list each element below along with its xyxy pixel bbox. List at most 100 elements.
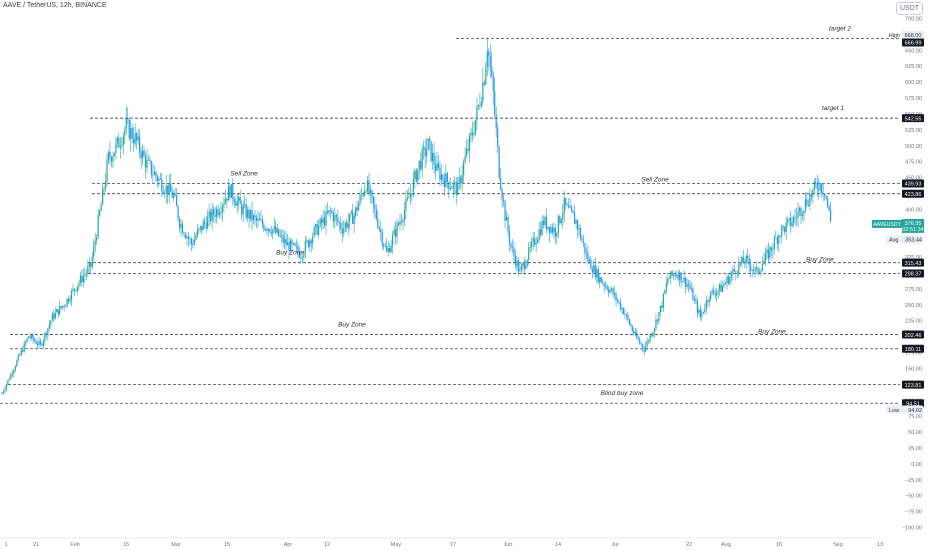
candle-body: [647, 340, 650, 342]
candle-body: [331, 210, 333, 214]
candle-body: [53, 313, 55, 319]
candle-body: [699, 309, 701, 317]
candle-body: [173, 194, 175, 198]
y-tick-label: −75.00: [905, 510, 922, 516]
candle-body: [167, 185, 169, 196]
candle-body: [625, 314, 627, 316]
candle-body: [782, 226, 784, 227]
level-tag-text: 123.81: [905, 383, 922, 389]
candle-body: [585, 252, 588, 254]
candle-body: [439, 168, 441, 181]
candle-body: [147, 159, 150, 161]
level-tag: [902, 179, 924, 188]
candle-body: [764, 252, 767, 261]
candle-body: [778, 235, 780, 244]
candle-body: [781, 226, 783, 236]
y-tick-label: 0.00: [911, 462, 922, 468]
candle-body: [140, 151, 142, 159]
candle-body: [773, 237, 775, 250]
candle-body: [310, 240, 312, 244]
candle-body: [707, 300, 709, 302]
candle-body: [119, 146, 121, 148]
y-tick-label: −100.00: [902, 526, 922, 532]
candle-body: [201, 225, 203, 231]
candle-body: [627, 314, 629, 319]
y-tick-label: 650.00: [905, 48, 922, 54]
candle-body: [784, 226, 786, 233]
candle-body: [631, 326, 633, 331]
candle-body: [224, 198, 227, 204]
x-tick-label: May: [391, 542, 402, 548]
x-tick-label: 12: [324, 542, 330, 548]
zone-label: target 1: [822, 105, 844, 112]
candle-body: [443, 179, 445, 187]
candle-body: [282, 235, 284, 243]
candle-body: [578, 228, 580, 230]
candle-body: [427, 138, 429, 150]
candle-body: [702, 311, 704, 314]
candle-body: [542, 220, 545, 226]
candle-body: [588, 259, 590, 262]
candle-body: [39, 341, 42, 344]
candle-body: [655, 319, 657, 328]
candle-body: [548, 226, 551, 233]
candle-body: [275, 226, 277, 233]
candle-body: [48, 324, 50, 329]
candle-body: [634, 332, 636, 334]
avg-tag: [886, 235, 923, 244]
x-tick-label: 15: [123, 542, 129, 548]
candle-body: [79, 275, 82, 283]
candle-body: [346, 223, 348, 228]
candle-body: [78, 282, 80, 287]
candle-body: [340, 223, 342, 229]
candle-body: [692, 288, 694, 301]
candle-body: [642, 344, 644, 349]
candle-body: [751, 270, 753, 271]
candle-body: [497, 128, 499, 147]
candle-body: [326, 211, 329, 214]
y-tick-label: 600.00: [905, 80, 922, 86]
candle-body: [189, 238, 191, 240]
candle-body: [362, 194, 364, 196]
candle-body: [91, 256, 93, 267]
candle-body: [565, 198, 567, 205]
candle-body: [507, 216, 509, 232]
candle-body: [183, 232, 185, 235]
candle-body: [164, 193, 166, 195]
candle-body: [386, 246, 388, 252]
candle-body: [426, 149, 428, 157]
candle-body: [2, 391, 5, 394]
candle-body: [477, 105, 480, 107]
candle-body: [297, 246, 299, 252]
candle-body: [465, 148, 468, 157]
candle-body: [504, 201, 506, 221]
level-tag-text: 202.46: [905, 333, 922, 339]
candle-body: [538, 229, 540, 240]
candle-body: [133, 139, 135, 144]
x-tick-label: Feb: [70, 542, 79, 548]
candle-body: [107, 151, 110, 161]
candle-body: [758, 271, 761, 273]
candle-body: [754, 267, 756, 271]
candle-body: [44, 333, 46, 341]
candle-body: [559, 215, 561, 224]
candle-body: [322, 217, 324, 224]
x-tick-label: 22: [686, 542, 692, 548]
candle-body: [178, 219, 181, 229]
candle-body: [551, 227, 554, 233]
candle-body: [821, 183, 823, 193]
candle-body: [349, 213, 351, 223]
candle-body: [306, 240, 308, 242]
candle-body: [417, 168, 419, 182]
candle-body: [563, 198, 565, 214]
currency-button[interactable]: USDT: [895, 2, 923, 15]
candle-body: [122, 135, 124, 145]
y-tick-label: 625.00: [905, 64, 922, 70]
candle-body: [371, 189, 373, 197]
candle-body: [798, 207, 801, 212]
candle-body: [273, 226, 275, 230]
candle-body: [258, 218, 261, 221]
candle-body: [131, 128, 133, 140]
candle-body: [511, 247, 514, 249]
